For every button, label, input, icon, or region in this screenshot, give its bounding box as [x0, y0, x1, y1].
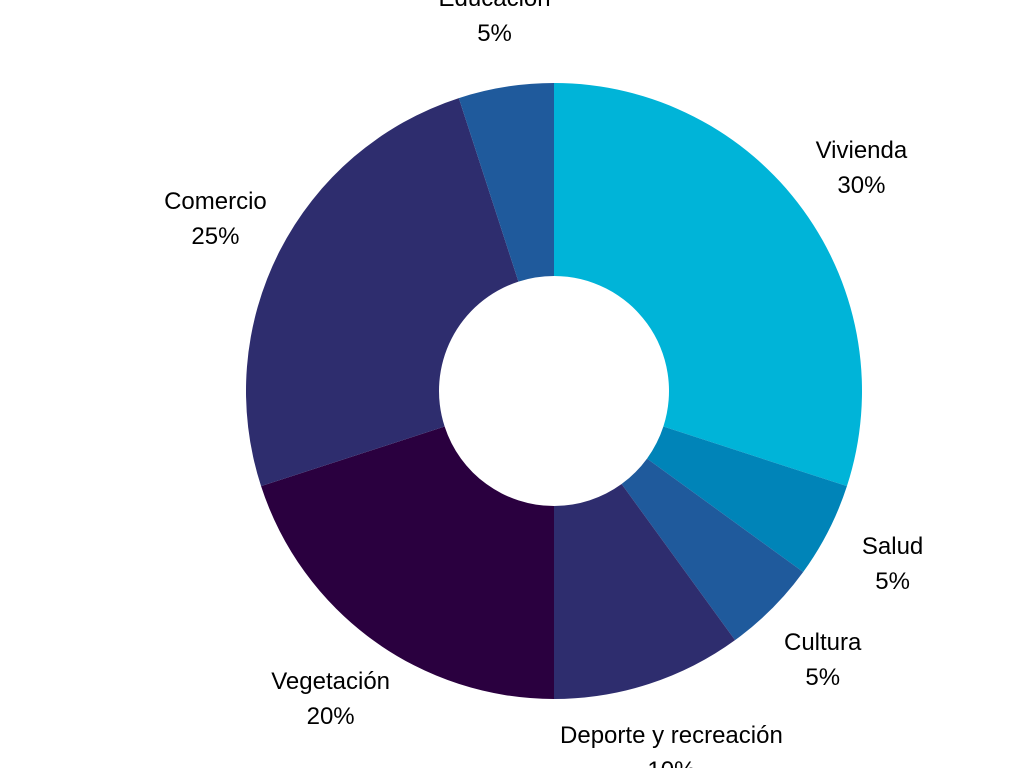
slice-vegetacion [261, 426, 554, 699]
slice-educacion [458, 83, 554, 282]
slice-value-educacion: 5% [477, 20, 512, 47]
slice-vivienda [554, 83, 863, 487]
slice-salud [647, 426, 847, 573]
slice-label-cultura: Cultura [784, 629, 862, 656]
slice-value-comercio: 25% [191, 223, 239, 250]
slice-label-salud: Salud [862, 533, 923, 560]
slices-layer [245, 83, 863, 699]
slice-label-educacion: Educación [439, 0, 551, 12]
slice-deporte-y-recreacion [554, 484, 736, 699]
slice-label-vegetacion: Vegetación [271, 668, 390, 695]
slice-value-vivienda: 30% [837, 172, 885, 199]
slice-label-vivienda: Vivienda [816, 137, 908, 164]
slice-value-deporte-y-recreacion: 10% [647, 757, 695, 768]
slice-cultura [621, 458, 804, 641]
slice-comercio [245, 98, 519, 487]
labels-layer: Vivienda 30% Salud 5% Cultura 5% Deporte y rec… [164, 0, 923, 768]
slice-value-cultura: 5% [805, 664, 840, 691]
slice-label-deporte-y-recreacion: Deporte y recreación [560, 722, 783, 749]
slice-value-vegetacion: 20% [307, 703, 355, 730]
slice-value-salud: 5% [875, 568, 910, 595]
slice-label-comercio: Comercio [164, 188, 267, 215]
